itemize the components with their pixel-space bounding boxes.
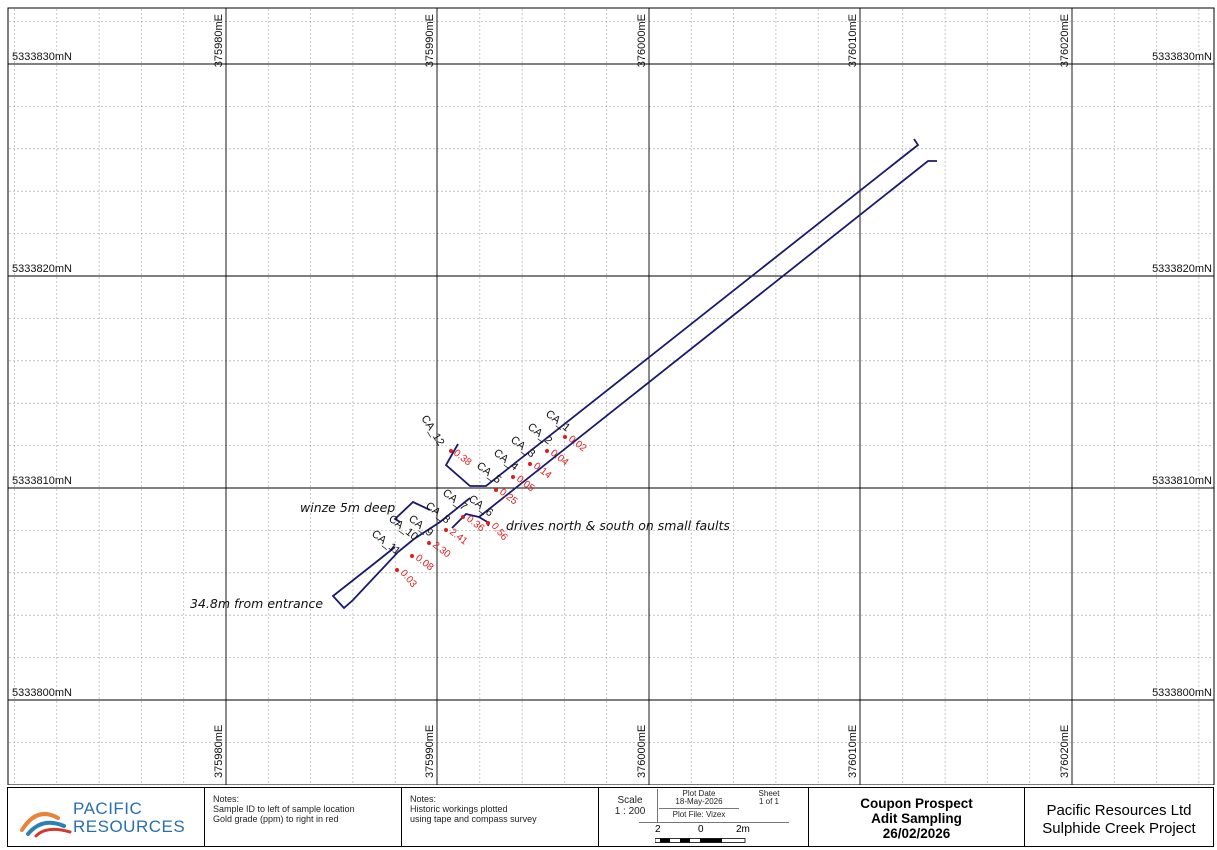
grade-label: 0.02 (566, 434, 588, 455)
sample-point (486, 521, 490, 525)
logo-cell: PACIFIC RESOURCES (8, 788, 205, 846)
sample-id-label: CA_5 (474, 460, 503, 486)
adit-wall-north (444, 138, 920, 487)
notes-cell-2: Notes: Historic workings plotted using t… (402, 788, 599, 846)
winze-outline (393, 500, 431, 523)
project-subtitle: Adit Sampling (871, 811, 962, 826)
grade-label: 2.30 (430, 540, 452, 561)
title-cell: Coupon Prospect Adit Sampling 26/02/2026 (809, 788, 1025, 846)
grade-label: 2.41 (447, 527, 469, 548)
grade-label: 0.05 (514, 474, 536, 495)
northing-label: 5333810mN (1152, 475, 1212, 487)
grade-label: 0.14 (531, 461, 553, 482)
notes-heading: Notes: (213, 794, 240, 804)
company-cell: Pacific Resources Ltd Sulphide Creek Pro… (1025, 788, 1213, 846)
sample-id-label: CA_12 (418, 413, 446, 448)
sample-point (511, 475, 515, 479)
sample-point (545, 449, 549, 453)
grade-label: 0.38 (451, 448, 473, 469)
drive-connector (451, 513, 480, 529)
sample-point (563, 435, 567, 439)
northing-label: 5333830mN (12, 51, 72, 63)
plot-date: 18-May-2026 (675, 797, 723, 806)
sample-point (427, 541, 431, 545)
winze-annotation: winze 5m deep (300, 500, 395, 515)
sample-id-label: CA_11 (369, 528, 402, 558)
plot-date-label: Plot Date (682, 789, 716, 798)
sample-point (449, 449, 453, 453)
sample-point (444, 528, 448, 532)
company-name: Pacific Resources Ltd (1046, 802, 1192, 819)
sample-id-label: CA_8 (423, 500, 452, 526)
map-canvas: 5333830mN 5333830mN 5333820mN 5333820mN … (7, 7, 1215, 785)
sample-point (528, 462, 532, 466)
grade-label: 0.03 (398, 568, 419, 590)
sample-point (395, 568, 399, 572)
easting-label: 376020mE (1059, 725, 1071, 778)
notes-line: using tape and compass survey (410, 814, 537, 824)
sample-dots (395, 435, 567, 572)
easting-label: 376010mE (847, 725, 859, 778)
notes-line: Gold grade (ppm) to right in red (213, 814, 339, 824)
plot-file: Plot File: Vizex (672, 810, 726, 819)
grade-label: 0.08 (413, 553, 435, 574)
sample-point (494, 488, 498, 492)
logo-text-line1: PACIFIC (73, 799, 143, 818)
notes-line: Sample ID to left of sample location (213, 804, 355, 814)
easting-label: 375990mE (424, 725, 436, 778)
scale-bar (655, 838, 746, 843)
drives-annotation: drives north & south on small faults (506, 518, 730, 533)
northing-label: 5333810mN (12, 475, 72, 487)
adit-workings (331, 138, 937, 610)
map-frame (7, 7, 1215, 785)
sheet-value: 1 of 1 (758, 797, 779, 806)
title-block: PACIFIC RESOURCES Notes: Sample ID to le… (7, 787, 1214, 847)
notes-heading: Notes: (410, 794, 437, 804)
major-grid (8, 8, 1214, 785)
entrance-annotation: 34.8m from entrance (190, 596, 323, 611)
northing-label: 5333820mN (12, 263, 72, 275)
scale-label: Scale (617, 795, 643, 806)
easting-label: 376000mE (636, 725, 648, 778)
project-name: Sulphide Creek Project (1042, 820, 1196, 837)
scalebar-mid-label: 0 (698, 824, 704, 835)
northing-label: 5333800mN (1152, 687, 1212, 699)
logo-text-line2: RESOURCES (73, 817, 186, 836)
scalebar-left-label: 2 (655, 824, 661, 835)
sample-point (461, 515, 465, 519)
notes-line: Historic workings plotted (410, 804, 508, 814)
project-title: Coupon Prospect (860, 796, 973, 811)
sheet-label: Sheet (758, 789, 780, 798)
northing-label: 5333830mN (1152, 51, 1212, 63)
company-logo-icon (20, 812, 72, 838)
adit-south-lower (331, 497, 471, 610)
minor-grid (9, 9, 1213, 785)
grade-label: 0.25 (497, 487, 519, 508)
scalebar-right-label: 2m (736, 824, 750, 835)
northing-label: 5333800mN (12, 687, 72, 699)
scale-value: 1 : 200 (614, 806, 646, 817)
notes-cell-1: Notes: Sample ID to left of sample locat… (205, 788, 402, 846)
grade-label: 0.04 (548, 448, 570, 469)
easting-label: 376020mE (1059, 14, 1071, 67)
easting-label: 375980mE (213, 725, 225, 778)
sample-point (410, 554, 414, 558)
easting-label: 375990mE (424, 14, 436, 67)
project-date: 26/02/2026 (882, 826, 951, 841)
northing-label: 5333820mN (1152, 263, 1212, 275)
easting-label: 376010mE (847, 14, 859, 67)
easting-label: 376000mE (636, 14, 648, 67)
scale-cell: Scale 1 : 200 Plot Date 18-May-2026 Shee… (599, 788, 809, 846)
grade-label: 0.36 (464, 514, 486, 535)
map-view: 5333830mN 5333830mN 5333820mN 5333820mN … (7, 7, 1215, 785)
easting-label: 375980mE (213, 14, 225, 67)
sample-ids: CA_1 CA_2 CA_3 CA_4 CA_5 CA_6 CA_7 CA_8 … (369, 408, 572, 558)
